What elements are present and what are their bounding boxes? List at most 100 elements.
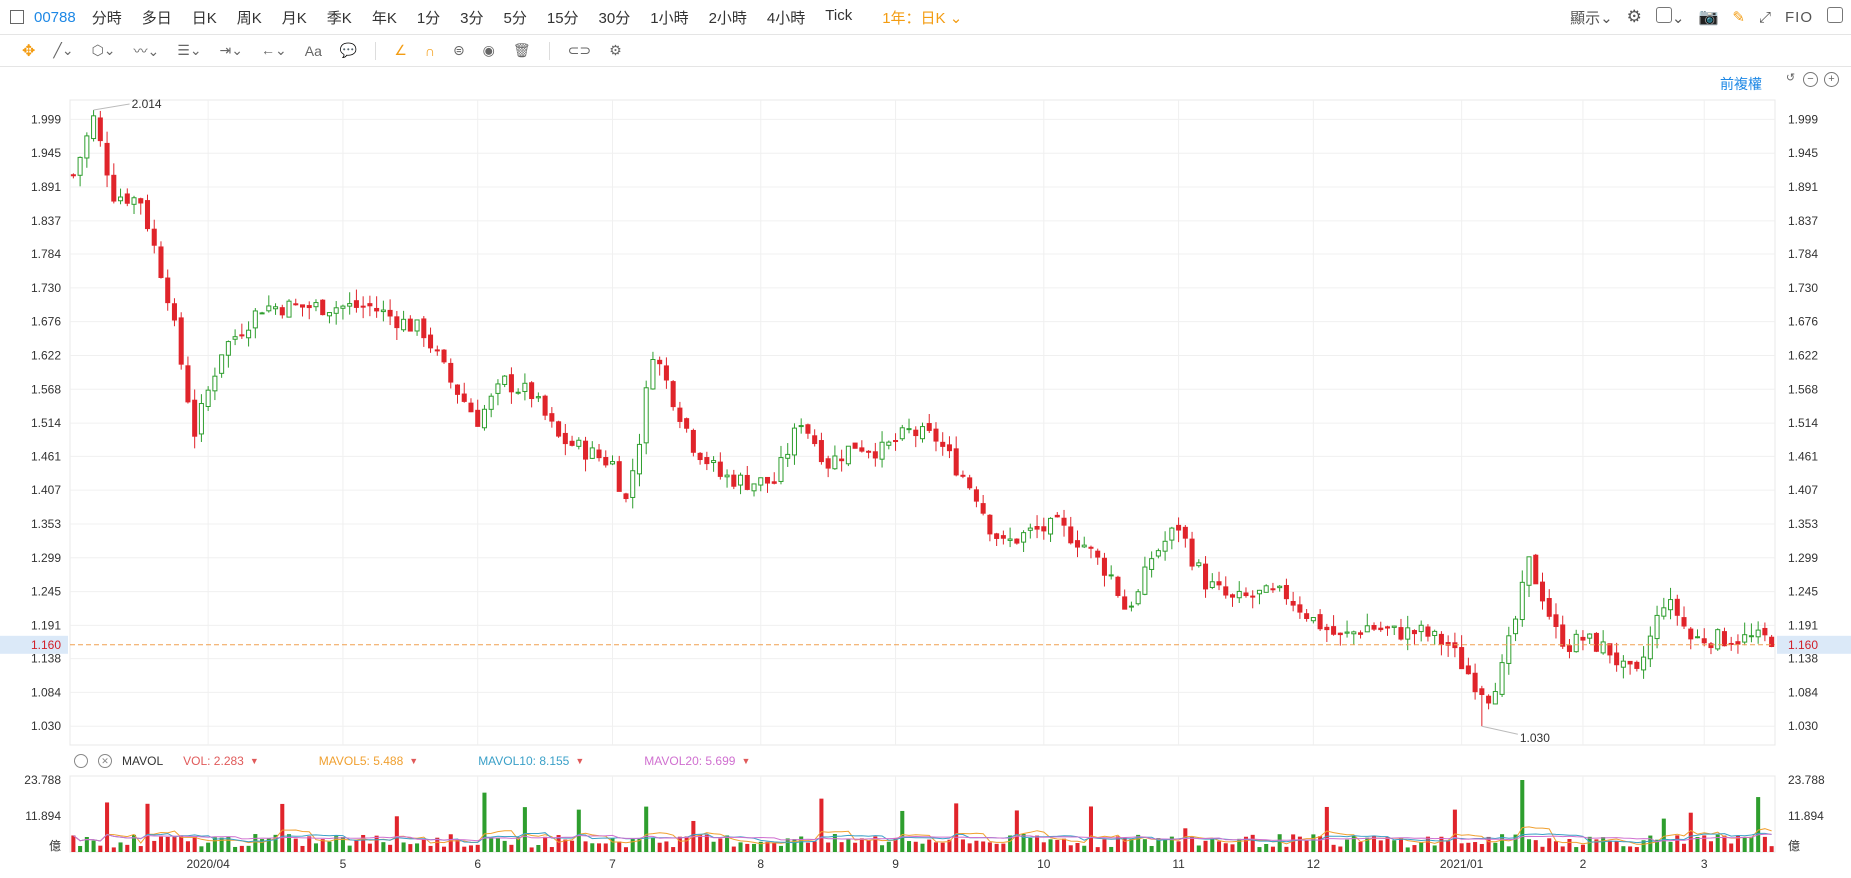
- volume-bar: [1553, 841, 1558, 852]
- timeframe-tab[interactable]: 年K: [371, 9, 397, 27]
- volume-bar: [677, 836, 682, 852]
- range-selector[interactable]: 1年：日K ⌄: [882, 9, 963, 27]
- line-tool-icon[interactable]: ╱⌄: [53, 42, 74, 58]
- volume-bar: [287, 834, 292, 852]
- volume-bar: [1520, 780, 1525, 852]
- volume-bar: [1284, 846, 1289, 852]
- fullscreen-icon[interactable]: ⤢: [1758, 8, 1771, 26]
- volume-bar: [1446, 841, 1451, 852]
- fio-button[interactable]: FIO: [1785, 8, 1813, 26]
- volume-bar: [226, 836, 231, 852]
- candle-body: [1573, 633, 1579, 653]
- pencil-icon[interactable]: ✎: [1732, 9, 1745, 26]
- stock-code[interactable]: 00788: [34, 8, 76, 26]
- timeframe-tab[interactable]: 4小時: [766, 9, 806, 27]
- ma20-dropdown-icon[interactable]: ▼: [741, 756, 751, 766]
- timeframe-tab[interactable]: 1分: [416, 9, 441, 27]
- candle-body: [481, 408, 487, 429]
- volume-bar: [1345, 839, 1350, 852]
- candle-body: [246, 329, 252, 339]
- vol-dropdown-icon[interactable]: ▼: [249, 756, 259, 766]
- candle-body: [839, 458, 845, 462]
- fib-tool-icon[interactable]: ☰⌄: [177, 42, 202, 58]
- move-icon[interactable]: ✥: [22, 42, 36, 60]
- volume-bar: [253, 834, 258, 852]
- price-grid: [69, 99, 1776, 853]
- volume-bar: [105, 802, 110, 852]
- volume-bar: [1048, 839, 1053, 852]
- camera-icon[interactable]: 📷: [1698, 9, 1719, 26]
- timeframe-tab[interactable]: 3分: [460, 9, 484, 27]
- trash-icon[interactable]: 🗑: [512, 42, 531, 58]
- volume-bar: [1041, 842, 1046, 852]
- magnet-icon[interactable]: ∩: [424, 42, 435, 59]
- candle-body: [697, 452, 703, 461]
- text-tool[interactable]: Aa: [304, 42, 322, 59]
- highlight-pen-icon[interactable]: ∠: [394, 42, 407, 58]
- y-tick-label-right: 1.622: [1788, 348, 1818, 362]
- candle-body: [1398, 627, 1404, 640]
- candle-body: [1169, 527, 1175, 541]
- reset-icon[interactable]: ↺: [1785, 72, 1796, 84]
- timeframe-tab[interactable]: Tick: [825, 6, 853, 24]
- toolbar-divider: [375, 41, 377, 60]
- candle-body: [1115, 576, 1121, 596]
- timeframe-tab[interactable]: 日K: [191, 9, 217, 27]
- indicator-close-icon[interactable]: ✕: [98, 754, 112, 768]
- price-axis-right: 1.999 1.945 1.891 1.837 1.784 1.730 1.676 1.622…: [1788, 112, 1818, 733]
- shape-tool-icon[interactable]: ⬡⌄: [91, 42, 116, 58]
- candle-body: [650, 359, 656, 390]
- ma10-dropdown-icon[interactable]: ▼: [575, 756, 585, 766]
- candle-body: [70, 174, 76, 177]
- eye-icon[interactable]: ◉: [482, 42, 495, 58]
- layout-box-icon[interactable]: ⌄: [1655, 7, 1684, 27]
- timeframe-tab[interactable]: 月K: [281, 9, 307, 27]
- timeframe-tab[interactable]: 多日: [141, 9, 172, 27]
- candle-body: [1027, 527, 1033, 531]
- y-tick-label-right: 1.407: [1788, 483, 1818, 497]
- measure-tool-icon[interactable]: ⇥⌄: [219, 42, 244, 58]
- volume-bar: [448, 834, 453, 852]
- volume-bar: [650, 837, 655, 852]
- volume-bar: [1735, 835, 1740, 852]
- timeframe-tab[interactable]: 季K: [326, 9, 352, 27]
- volume-bar: [1587, 836, 1592, 852]
- wave-tool-icon[interactable]: 〰⌄: [133, 42, 160, 59]
- x-tick-label: 8: [757, 857, 764, 871]
- timeframe-tab[interactable]: 30分: [598, 9, 631, 27]
- volume-bar: [954, 803, 959, 852]
- comment-icon[interactable]: 💬: [339, 42, 358, 58]
- candle-body: [1391, 625, 1397, 628]
- candle-body: [866, 450, 872, 453]
- volume-bar: [1567, 839, 1572, 852]
- toolbar-settings-icon[interactable]: ⚙: [609, 42, 622, 58]
- volume-bar: [361, 834, 366, 852]
- zoom-out-icon[interactable]: −: [1803, 72, 1818, 87]
- candle-body: [825, 458, 831, 469]
- volume-bar: [489, 837, 494, 852]
- volume-bar: [873, 836, 878, 852]
- timeframe-tab[interactable]: 周K: [236, 9, 262, 27]
- timeframe-tab[interactable]: 分時: [91, 9, 122, 27]
- timeframe-tab[interactable]: 2小時: [708, 9, 747, 27]
- timeframe-tab[interactable]: 1小時: [650, 9, 689, 27]
- volume-bar: [78, 845, 83, 852]
- ma5-dropdown-icon[interactable]: ▼: [409, 756, 419, 766]
- zoom-in-icon[interactable]: +: [1824, 72, 1839, 87]
- compare-icon[interactable]: ⊂⊃: [567, 42, 592, 58]
- timeframe-tab[interactable]: 15分: [546, 9, 579, 27]
- candle-body: [1108, 574, 1114, 577]
- adjustment-selector[interactable]: 前複權: [1720, 76, 1762, 92]
- indicator-settings-icon[interactable]: [74, 754, 88, 768]
- low-label: 1.030: [1520, 731, 1550, 745]
- volume-bar: [246, 845, 251, 852]
- timeframe-tab[interactable]: 5分: [503, 9, 527, 27]
- volume-bar: [1358, 841, 1363, 852]
- lock-icon[interactable]: ⊜: [452, 42, 465, 58]
- arrow-tool-icon[interactable]: ←⌄: [261, 42, 287, 58]
- panel-icon[interactable]: [1827, 7, 1843, 27]
- sidebar-toggle-icon[interactable]: [10, 10, 24, 24]
- display-menu[interactable]: 顯示⌄: [1570, 9, 1613, 27]
- settings-gear-icon[interactable]: ⚙: [1626, 7, 1642, 26]
